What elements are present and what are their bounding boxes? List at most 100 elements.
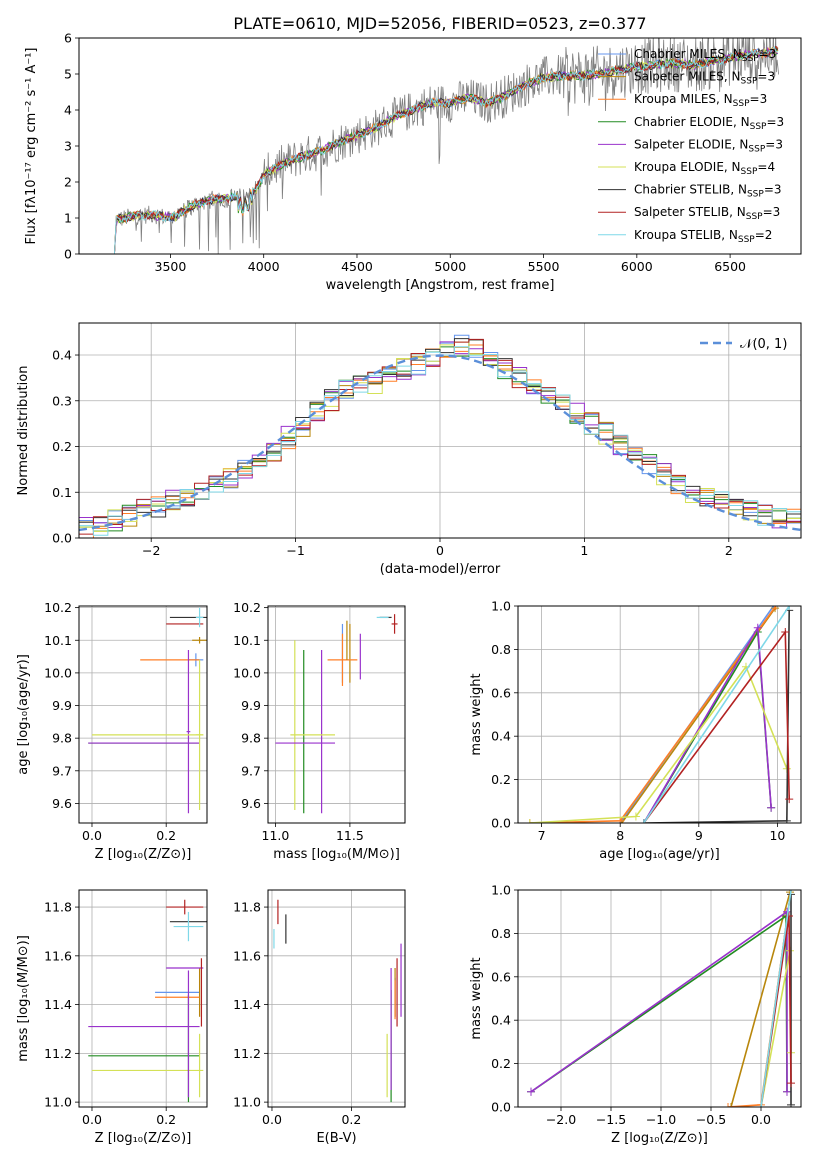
x-axis-label: (data-model)/error (380, 562, 501, 577)
x-tick-label: 0 (436, 543, 444, 558)
y-tick-label: 9.8 (52, 731, 72, 746)
axes-frame (517, 889, 802, 1108)
panel-age_vs_Z: 0.0 0.2 9.6 9.7 9.8 9.9 10.0 10.1 10.2 Z [log₁₀(Z… (16, 600, 208, 862)
y-tick-label: 11.2 (44, 1046, 72, 1061)
y-tick-label: 0.2 (52, 439, 72, 454)
x-tick-label: 4500 (341, 259, 373, 274)
weight-marker (767, 803, 776, 812)
errorbar-point (195, 659, 204, 810)
axes-frame (78, 322, 802, 539)
errorbar-point (186, 650, 191, 814)
weight-marker (525, 819, 534, 823)
legend-subscript: SSP (741, 77, 758, 87)
x-tick-label: 4000 (248, 259, 280, 274)
y-tick-label: 11.8 (233, 900, 261, 915)
legend-label: Salpeter MILES, NSSP=3 (634, 70, 775, 87)
x-tick-label: 5500 (528, 259, 560, 274)
y-tick-label: 9.6 (52, 796, 72, 811)
legend-count: =3 (765, 137, 783, 151)
y-tick-label: 10.1 (233, 633, 261, 648)
x-tick-label: 0.2 (341, 1112, 361, 1127)
y-tick-label: 4 (64, 103, 72, 118)
x-axis-label: wavelength [Angstrom, rest frame] (326, 278, 555, 293)
x-tick-label: −2.0 (546, 1112, 576, 1127)
panel-spectrum: 3500 4000 4500 5000 5500 6000 6500 0 1 2 3 4 5 6 wavel… (24, 31, 802, 293)
y-tick-label: 9.6 (241, 796, 261, 811)
x-tick-label: 0.2 (156, 1112, 176, 1127)
y-tick-label: 9.7 (52, 763, 72, 778)
weight-marker (724, 1103, 732, 1107)
panel-residuals: −2 −1 0 1 2 0.0 0.1 0.2 0.3 0.4 (data-model)/error… (16, 322, 802, 577)
y-tick-label: 0.0 (491, 816, 511, 831)
panel-weight_vs_Z: −2.0 −1.5 −1.0 −0.5 0.0 0.0 0.2 0.4 0.6 0.8 1.0 Z [… (469, 883, 802, 1146)
legend-count: =3 (759, 47, 777, 61)
y-tick-label: 3 (64, 139, 72, 154)
legend-subscript: SSP (747, 190, 764, 200)
weight-marker (527, 1087, 535, 1096)
y-tick-label: 0.8 (491, 926, 511, 941)
legend-subscript: SSP (738, 235, 755, 245)
weight-line (529, 606, 777, 823)
x-tick-label: 10 (769, 828, 785, 843)
weight-marker (782, 816, 791, 823)
x-tick-label: 11.0 (262, 828, 290, 843)
errorbar-point (166, 899, 204, 915)
legend-label: Kroupa STELIB, NSSP=2 (634, 228, 772, 245)
weight-line (643, 629, 791, 823)
y-axis-label: age [log₁₀(age/yr)] (16, 654, 31, 775)
y-tick-label: 6 (64, 31, 72, 46)
plot-area (88, 607, 207, 814)
legend-count: =3 (766, 115, 784, 129)
histogram-step (79, 338, 801, 535)
legend-label: Kroupa ELODIE, NSSP=4 (634, 160, 775, 177)
x-tick-label: −1 (286, 543, 304, 558)
legend-subscript: SSP (748, 144, 765, 154)
x-tick-label: 1 (580, 543, 588, 558)
legend-subscript: SSP (750, 122, 767, 132)
y-tick-label: 11.2 (233, 1046, 261, 1061)
legend-subscript: SSP (741, 167, 758, 177)
y-tick-label: 11.4 (233, 997, 261, 1012)
y-tick-label: 9.8 (241, 731, 261, 746)
weight-marker (783, 1087, 791, 1096)
x-tick-label: −2 (142, 543, 160, 558)
y-tick-label: 11.4 (44, 997, 72, 1012)
plots-layer: 3500 4000 4500 5000 5500 6000 6500 0 1 2 3 4 5 6 wavel… (16, 31, 802, 1146)
legend-label: Chabrier ELODIE, NSSP=3 (634, 115, 784, 132)
spectrum-legend: Chabrier MILES, NSSP=3 Salpeter MILES, NS… (598, 47, 784, 245)
x-tick-label: −0.5 (696, 1112, 726, 1127)
x-tick-label: 3500 (155, 259, 187, 274)
y-tick-label: 10.2 (44, 600, 72, 615)
legend-count: =3 (750, 92, 768, 106)
y-tick-label: 2 (64, 175, 72, 190)
legend-label: 𝒩(0, 1) (740, 337, 787, 352)
x-tick-label: 11.5 (336, 828, 364, 843)
y-tick-label: 1.0 (491, 883, 511, 898)
y-tick-label: 11.6 (44, 948, 72, 963)
x-tick-label: 5000 (434, 259, 466, 274)
y-tick-label: 5 (64, 67, 72, 82)
y-axis-label: mass weight (469, 673, 484, 755)
residual-legend: 𝒩(0, 1) (700, 337, 787, 352)
legend-subscript: SSP (746, 212, 763, 222)
panel-age_vs_mass: 11.0 11.5 9.6 9.7 9.8 9.9 10.0 10.1 10.2 mass [lo… (233, 600, 406, 862)
axes-frame (78, 889, 208, 1108)
model-spectrum (114, 46, 779, 254)
panel-weight_vs_age: 7 8 9 10 0.0 0.2 0.4 0.6 0.8 1.0 age [log₁₀(age/yr… (469, 599, 802, 862)
y-tick-label: 11.6 (233, 948, 261, 963)
y-tick-label: 0.0 (52, 531, 72, 546)
legend-count: =4 (757, 160, 775, 174)
x-tick-label: 0.0 (262, 1112, 282, 1127)
x-tick-label: 6000 (621, 259, 653, 274)
x-tick-label: −1.0 (646, 1112, 676, 1127)
plot-area (114, 38, 780, 254)
plot-area (273, 899, 402, 1103)
weight-marker (785, 606, 794, 610)
y-tick-label: 9.9 (52, 698, 72, 713)
legend-label: Chabrier STELIB, NSSP=3 (634, 183, 782, 200)
y-tick-label: 0.2 (491, 1056, 511, 1071)
legend-count: =2 (755, 228, 773, 242)
plot-area (88, 899, 207, 1103)
y-tick-label: 10.2 (233, 600, 261, 615)
